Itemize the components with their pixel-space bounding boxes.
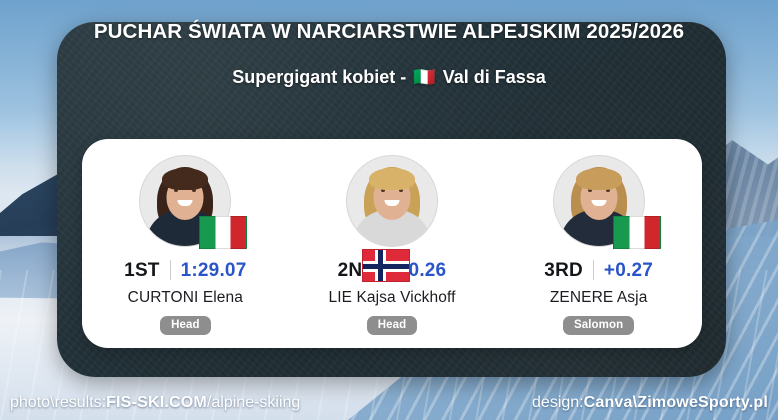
venue-flag-icon: 🇮🇹 (413, 66, 436, 87)
avatar-wrap-3 (552, 155, 661, 249)
event-subtitle: Supergigant kobiet - 🇮🇹 Val di Fassa (0, 67, 778, 89)
photo-credit-path: /alpine-skiing (206, 394, 301, 411)
event-discipline: Supergigant kobiet - (232, 66, 407, 87)
portrait-eye-left (380, 189, 385, 192)
athlete-name: LIE Kajsa Vickhoff (328, 289, 456, 306)
flag-norway (361, 249, 410, 282)
flag-italy (199, 216, 248, 249)
podium-entry-1: 1ST 1:29.07 CURTONI Elena Head (87, 139, 283, 335)
result-time: 1:29.07 (180, 259, 247, 281)
rank-label: 1ST (124, 259, 160, 281)
norway-cross-horizontal (362, 264, 409, 269)
podium-entry-3: 3RD +0.27 ZENERE Asja Salomon (501, 139, 697, 335)
portrait-fringe-2 (368, 168, 415, 190)
athlete-name: ZENERE Asja (549, 289, 648, 306)
rank-time-divider (592, 260, 594, 280)
portrait-eye-left (174, 189, 179, 192)
title-block: PUCHAR ŚWIATA W NARCIARSTWIE ALPEJSKIM 2… (0, 20, 778, 88)
rank-row: 1ST 1:29.07 (124, 260, 246, 280)
design-credit-source[interactable]: Canva\ZimoweSporty.pl (583, 394, 768, 411)
rank-time-divider (169, 260, 171, 280)
equipment-badge: Head (160, 316, 211, 335)
flag-italy (612, 216, 661, 249)
portrait-smile (177, 200, 193, 206)
portrait-eye-right (398, 189, 403, 192)
portrait-fringe-1 (162, 168, 209, 190)
design-credit-lead: design: (532, 394, 584, 411)
portrait-eye-right (192, 189, 197, 192)
photo-credit-source[interactable]: FIS-SKI.COM (106, 394, 207, 411)
avatar-wrap-2 (345, 155, 438, 282)
photo-credit-lead: photo\results: (10, 394, 107, 411)
footer-credits: photo\results:FIS-SKI.COM/alpine-skiing … (0, 394, 778, 412)
portrait-eye-left (587, 189, 592, 192)
avatar-wrap-1 (139, 155, 248, 249)
rank-row: 3RD +0.27 (544, 260, 653, 280)
equipment-badge: Salomon (563, 316, 635, 335)
photo-credit: photo\results:FIS-SKI.COM/alpine-skiing (10, 394, 300, 412)
rank-label: 3RD (544, 259, 583, 281)
portrait-fringe-3 (575, 168, 622, 190)
venue-name: Val di Fassa (442, 66, 546, 87)
portrait-smile (384, 200, 400, 206)
page-title: PUCHAR ŚWIATA W NARCIARSTWIE ALPEJSKIM 2… (93, 20, 685, 43)
portrait-eye-right (605, 189, 610, 192)
result-time: +0.27 (603, 259, 653, 281)
podium-card: 1ST 1:29.07 CURTONI Elena Head (82, 139, 702, 348)
equipment-badge: Head (366, 316, 418, 335)
athlete-name: CURTONI Elena (127, 289, 243, 306)
portrait-smile (591, 200, 607, 206)
avatar (345, 155, 438, 247)
podium-entry-2: 2ND +0.26 LIE Kajsa Vickhoff Head (294, 139, 490, 335)
design-credit: design:Canva\ZimoweSporty.pl (532, 394, 768, 412)
